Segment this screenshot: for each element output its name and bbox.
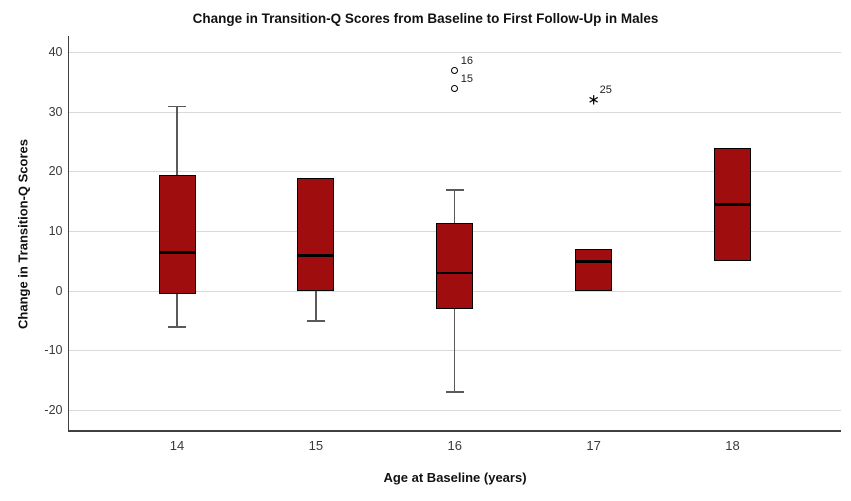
- x-axis-line: [67, 430, 841, 432]
- boxplot-median-line: [714, 203, 751, 206]
- outlier-star-marker: ∗: [587, 91, 600, 109]
- upper-whisker-cap: [445, 188, 464, 191]
- y-tick-label: 40: [48, 45, 63, 60]
- outlier-case-label: 15: [460, 72, 473, 85]
- gridline: [68, 409, 841, 411]
- boxplot-median-line: [158, 250, 196, 254]
- boxplot-box: [575, 249, 613, 291]
- chart-title: Change in Transition-Q Scores from Basel…: [192, 11, 659, 26]
- gridline: [68, 171, 841, 173]
- lower-whisker-cap: [445, 391, 464, 394]
- outlier-circle-marker: [451, 85, 459, 93]
- x-axis-title: Age at Baseline (years): [383, 470, 527, 485]
- gridline: [68, 52, 841, 54]
- lower-whisker-cap: [306, 319, 325, 322]
- outlier-case-label: 16: [460, 54, 473, 67]
- boxplot-median-line: [297, 253, 335, 257]
- lower-whisker: [315, 291, 317, 321]
- y-tick-label: 0: [55, 283, 63, 298]
- y-tick-label: 10: [48, 223, 63, 238]
- y-tick-label: -20: [44, 402, 63, 417]
- upper-whisker: [176, 106, 178, 175]
- outlier-circle-marker: [451, 67, 459, 75]
- boxplot-median-line: [436, 271, 474, 275]
- x-tick-label: 16: [447, 438, 462, 453]
- boxplot-box: [297, 177, 335, 291]
- x-tick-label: 14: [169, 438, 185, 453]
- boxplot-box: [158, 174, 196, 294]
- y-tick-label: 30: [48, 104, 63, 119]
- lower-whisker: [176, 293, 178, 327]
- boxplot-box: [436, 222, 474, 309]
- y-tick-label: -10: [44, 343, 63, 358]
- x-tick-label: 17: [586, 438, 601, 453]
- y-axis-line: [67, 36, 70, 431]
- lower-whisker-cap: [168, 325, 186, 328]
- y-tick-label: 20: [48, 164, 63, 179]
- upper-whisker-cap: [168, 105, 186, 108]
- gridline: [68, 111, 841, 113]
- lower-whisker: [454, 308, 456, 393]
- outlier-case-label: 25: [599, 84, 612, 97]
- x-tick-label: 18: [725, 438, 740, 453]
- upper-whisker: [454, 189, 456, 223]
- boxplot-median-line: [575, 259, 613, 263]
- x-tick-label: 15: [308, 438, 324, 453]
